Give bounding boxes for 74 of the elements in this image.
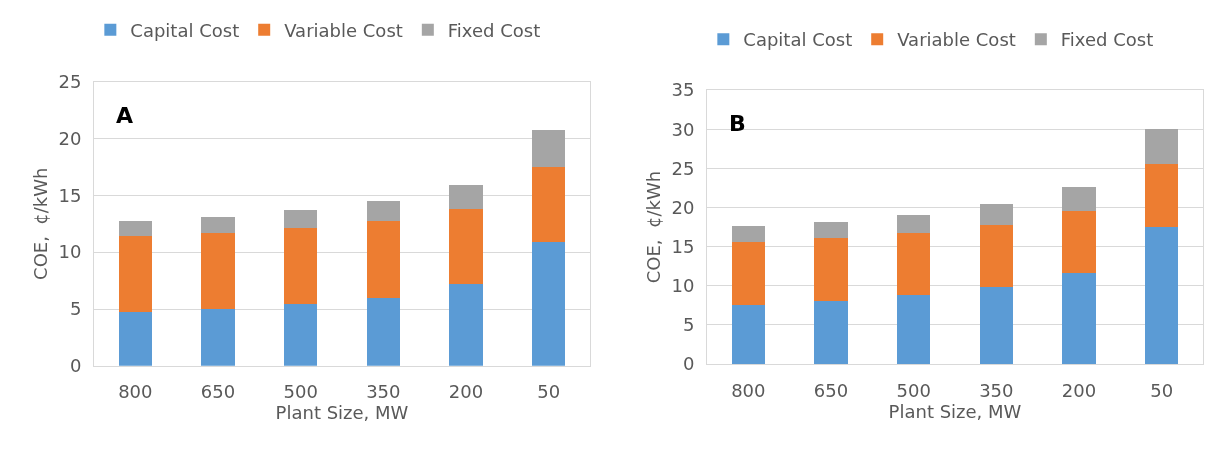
legend-label: Fixed Cost xyxy=(447,19,541,41)
bar xyxy=(1145,164,1179,228)
bar xyxy=(1145,128,1179,165)
bar xyxy=(366,221,400,298)
x-tick-label: 350 xyxy=(979,379,1014,401)
bar xyxy=(1145,227,1179,364)
bar xyxy=(1062,187,1096,211)
bar xyxy=(366,297,400,366)
bar xyxy=(366,200,400,222)
bar xyxy=(201,309,235,366)
bar xyxy=(201,216,235,233)
legend-label: Variable Cost xyxy=(284,19,403,41)
x-tick-label: 500 xyxy=(896,379,931,401)
bar xyxy=(118,312,152,366)
x-tick-label: 500 xyxy=(283,381,318,403)
x-tick-label: 200 xyxy=(1061,379,1097,401)
bar xyxy=(284,304,318,366)
bar xyxy=(1062,273,1096,364)
y-tick-label: 35 xyxy=(671,79,695,101)
x-tick-label: 650 xyxy=(813,379,849,401)
x-axis-title: Plant Size, MW xyxy=(888,400,1022,422)
bar xyxy=(979,224,1013,288)
y-tick-label: 5 xyxy=(69,298,82,320)
bar xyxy=(532,166,566,242)
y-tick-label: 20 xyxy=(671,196,695,218)
annotation: B xyxy=(729,111,746,136)
x-axis-title: Plant Size, MW xyxy=(275,402,409,424)
bar xyxy=(201,232,235,310)
y-tick-label: 25 xyxy=(671,157,695,179)
x-tick-label: 50 xyxy=(537,381,561,403)
y-tick-label: 0 xyxy=(682,353,695,375)
legend-label: Fixed Cost xyxy=(1060,29,1154,51)
y-tick-label: 15 xyxy=(58,184,82,206)
x-tick-label: 650 xyxy=(200,381,236,403)
y-tick-label: 20 xyxy=(58,127,82,149)
bar xyxy=(118,236,152,313)
bar xyxy=(731,304,765,364)
bar xyxy=(814,238,848,301)
bar xyxy=(449,185,483,209)
x-tick-label: 800 xyxy=(731,379,766,401)
bar xyxy=(532,130,566,167)
y-tick-label: 15 xyxy=(671,235,695,257)
bar xyxy=(118,221,152,237)
y-tick-label: 10 xyxy=(671,275,695,297)
bar xyxy=(731,226,765,242)
annotation: A xyxy=(116,103,134,128)
bar xyxy=(897,214,931,233)
bar xyxy=(897,232,931,296)
x-tick-label: 200 xyxy=(448,381,484,403)
y-tick-label: 0 xyxy=(69,355,82,377)
bar xyxy=(814,221,848,239)
bar xyxy=(449,208,483,284)
y-tick-label: 25 xyxy=(58,70,82,92)
bar xyxy=(1062,210,1096,274)
bar xyxy=(284,210,318,229)
y-tick-label: 5 xyxy=(682,314,695,336)
bar xyxy=(979,204,1013,225)
x-tick-label: 800 xyxy=(118,381,153,403)
bar xyxy=(731,241,765,305)
legend-label: Capital Cost xyxy=(743,29,853,51)
legend-label: Variable Cost xyxy=(897,29,1016,51)
y-tick-label: 30 xyxy=(671,118,695,140)
y-axis-title: COE, ¢/kWh xyxy=(642,170,664,284)
bar xyxy=(284,228,318,305)
bar xyxy=(814,300,848,364)
bar xyxy=(897,295,931,364)
bar xyxy=(449,283,483,366)
y-axis-title: COE, ¢/kWh xyxy=(29,167,51,280)
x-tick-label: 50 xyxy=(1150,379,1174,401)
bar xyxy=(532,241,566,366)
y-tick-label: 10 xyxy=(58,241,82,263)
bar xyxy=(979,287,1013,364)
x-tick-label: 350 xyxy=(366,381,401,403)
legend-label: Capital Cost xyxy=(130,19,240,41)
